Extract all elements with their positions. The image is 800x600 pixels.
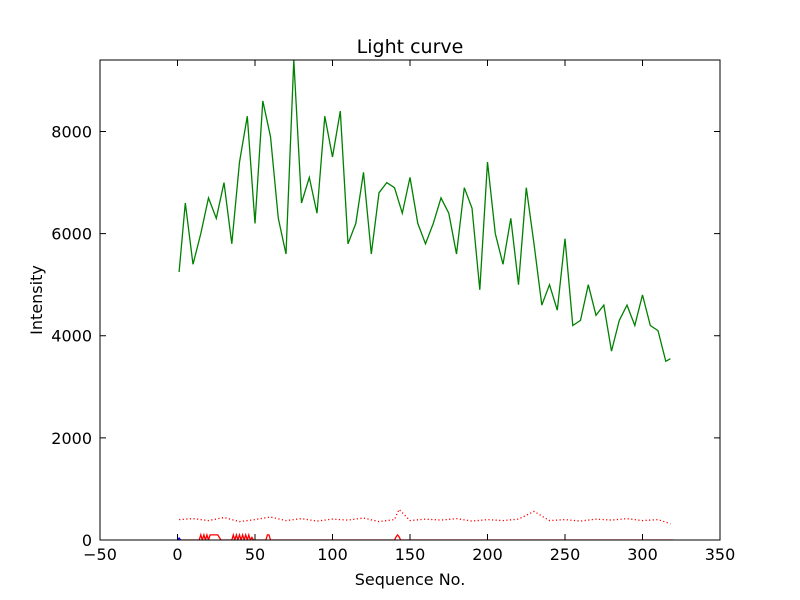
chart-title: Light curve: [357, 36, 464, 58]
y-tick-label: 6000: [51, 225, 92, 244]
x-tick-label: 50: [245, 545, 265, 564]
x-tick-label: 0: [172, 545, 182, 564]
x-tick-label: 150: [395, 545, 426, 564]
x-tick-label: −50: [83, 545, 117, 564]
y-tick-label: 0: [82, 531, 92, 550]
y-tick-label: 8000: [51, 122, 92, 141]
x-tick-label: 300: [627, 545, 658, 564]
y-axis-label: Intensity: [27, 265, 46, 335]
y-tick-label: 2000: [51, 429, 92, 448]
x-tick-label: 250: [550, 545, 581, 564]
ticks-layer: −50 0 50 100 150 200 250 300 3500200040006000800…: [51, 60, 735, 564]
plot-frame: [99, 59, 721, 541]
series-line-4: [176, 536, 182, 540]
series-layer: [176, 60, 674, 540]
x-tick-label: 100: [317, 545, 348, 564]
x-tick-label: 200: [472, 545, 503, 564]
series-line-3: [177, 532, 674, 540]
y-tick-label: 4000: [51, 327, 92, 346]
series-line-1: [178, 60, 671, 363]
series-line-2: [179, 508, 671, 525]
x-axis-label: Sequence No.: [355, 570, 466, 589]
x-tick-label: 350: [705, 545, 736, 564]
